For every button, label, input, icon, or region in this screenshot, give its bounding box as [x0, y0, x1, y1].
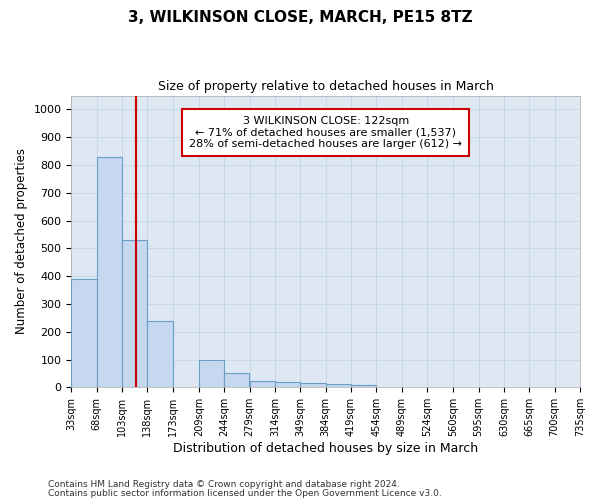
Text: Contains HM Land Registry data © Crown copyright and database right 2024.: Contains HM Land Registry data © Crown c… [48, 480, 400, 489]
Bar [351, 384, 376, 388]
X-axis label: Distribution of detached houses by size in March: Distribution of detached houses by size … [173, 442, 478, 455]
Bar [122, 240, 147, 388]
Text: 3, WILKINSON CLOSE, MARCH, PE15 8TZ: 3, WILKINSON CLOSE, MARCH, PE15 8TZ [128, 10, 472, 25]
Text: Contains public sector information licensed under the Open Government Licence v3: Contains public sector information licen… [48, 488, 442, 498]
Title: Size of property relative to detached houses in March: Size of property relative to detached ho… [158, 80, 494, 93]
Text: 3 WILKINSON CLOSE: 122sqm
← 71% of detached houses are smaller (1,537)
28% of se: 3 WILKINSON CLOSE: 122sqm ← 71% of detac… [189, 116, 462, 149]
Bar [224, 373, 250, 388]
Bar [301, 382, 326, 388]
Bar [199, 360, 224, 388]
Bar [326, 384, 351, 388]
Bar [71, 279, 97, 388]
Bar [275, 382, 300, 388]
Bar [97, 156, 122, 388]
Bar [250, 381, 275, 388]
Bar [148, 320, 173, 388]
Y-axis label: Number of detached properties: Number of detached properties [15, 148, 28, 334]
